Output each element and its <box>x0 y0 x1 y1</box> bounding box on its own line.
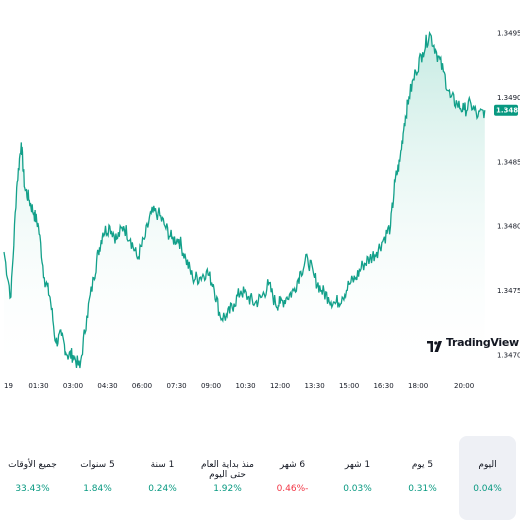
price-chart-svg[interactable]: 1.34950 1.34900 1.34850 1.34800 1.34750 1.347… <box>0 0 520 400</box>
period-tab[interactable]: منذ بداية العام حتى اليوم 1.92% <box>199 436 256 520</box>
last-price-badge: 1.34890 <box>494 104 520 116</box>
period-label: اليوم <box>478 460 497 470</box>
period-change-value: 33.43% <box>15 484 50 494</box>
time-tick-label: 16:30 <box>373 382 393 390</box>
price-tick-label: 1.34900 <box>497 94 520 102</box>
period-change-value: 0.31% <box>408 484 437 494</box>
time-tick-label: 15:00 <box>339 382 359 390</box>
period-label: 1 شهر <box>344 460 371 470</box>
period-tab[interactable]: 1 سنة 0.24% <box>134 436 191 520</box>
period-tab[interactable]: 5 سنوات 1.84% <box>69 436 126 520</box>
period-label: 1 سنة <box>150 460 175 470</box>
period-label: جميع الأوقات <box>8 460 57 470</box>
time-tick-label: 19 <box>4 382 13 390</box>
period-tab[interactable]: 1 شهر 0.03% <box>329 436 386 520</box>
tradingview-logo-icon <box>427 337 442 352</box>
time-tick-label: 03:00 <box>63 382 83 390</box>
period-change-value: 0.03% <box>343 484 372 494</box>
tradingview-brand[interactable]: TradingView <box>427 336 519 352</box>
tradingview-wordmark: TradingView <box>446 336 519 349</box>
period-change-value: 0.04% <box>473 484 502 494</box>
price-tick-label: 1.34800 <box>497 223 520 231</box>
price-tick-label: 1.34950 <box>497 29 520 37</box>
price-line <box>3 30 486 369</box>
time-tick-label: 10:30 <box>235 382 255 390</box>
time-tick-label: 20:00 <box>454 382 474 390</box>
price-tick-label: 1.34750 <box>497 287 520 295</box>
period-label: منذ بداية العام حتى اليوم <box>201 460 254 480</box>
time-tick-label: 04:30 <box>97 382 117 390</box>
period-label: 6 شهر <box>279 460 306 470</box>
last-price-value: 1.34890 <box>496 107 520 115</box>
time-tick-label: 13:30 <box>304 382 324 390</box>
time-tick-label: 06:00 <box>132 382 152 390</box>
time-tick-label: 12:00 <box>270 382 290 390</box>
period-change-value: 0.46%- <box>276 484 309 494</box>
price-tick-label: 1.34850 <box>497 158 520 166</box>
period-change-value: 1.84% <box>83 484 112 494</box>
period-tab[interactable]: جميع الأوقات 33.43% <box>4 436 61 520</box>
period-label: 5 يوم <box>411 460 434 470</box>
time-tick-label: 01:30 <box>28 382 48 390</box>
price-chart[interactable]: 1.34950 1.34900 1.34850 1.34800 1.34750 1.347… <box>0 0 520 400</box>
time-tick-label: 18:00 <box>408 382 428 390</box>
period-tab[interactable]: 5 يوم 0.31% <box>394 436 451 520</box>
time-tick-label: 09:00 <box>201 382 221 390</box>
price-tick-label: 1.34700 <box>497 352 520 360</box>
period-tab[interactable]: 6 شهر 0.46%- <box>264 436 321 520</box>
price-area-fill <box>4 32 485 369</box>
period-tab[interactable]: اليوم 0.04% <box>459 436 516 520</box>
performance-periods: اليوم 0.04% 5 يوم 0.31% 1 شهر 0.03% 6 شهر 0.46%… <box>0 436 520 520</box>
price-axis[interactable]: 1.34950 1.34900 1.34850 1.34800 1.34750 1.347… <box>497 29 520 359</box>
period-change-value: 0.24% <box>148 484 177 494</box>
period-change-value: 1.92% <box>213 484 242 494</box>
time-tick-label: 07:30 <box>166 382 186 390</box>
period-label: 5 سنوات <box>80 460 115 470</box>
time-axis[interactable]: 19 01:30 03:00 04:30 06:00 07:30 09:00 10:30 12:… <box>4 382 474 390</box>
